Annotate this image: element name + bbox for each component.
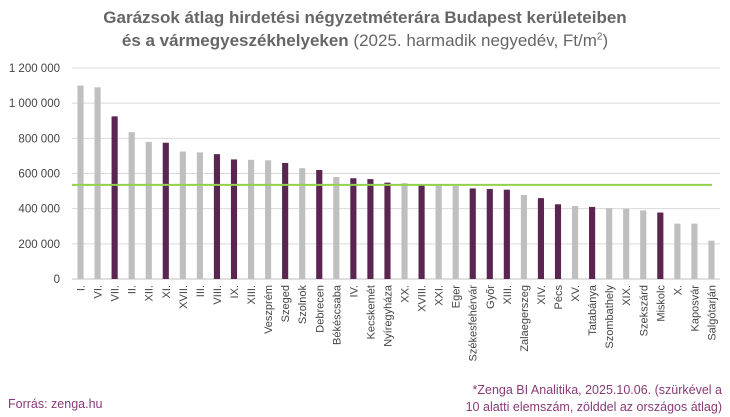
x-tick-label: Nyíregyháza: [382, 284, 394, 347]
bar: [128, 132, 135, 279]
x-tick-label: Tatabánya: [587, 284, 599, 336]
bar: [571, 206, 579, 279]
bar: [418, 184, 425, 279]
bar: [265, 160, 272, 279]
bar: [247, 159, 255, 279]
bar: [554, 204, 562, 279]
y-tick-label: 400 000: [18, 204, 60, 216]
y-tick-label: 0: [54, 274, 60, 286]
x-tick-label: Szeged: [280, 285, 292, 322]
title-subtitle: (2025. harmadik negyedév, Ft/m2): [353, 31, 609, 50]
bar: [486, 188, 493, 279]
x-tick-label: XVII.: [178, 285, 190, 309]
bar: [674, 223, 681, 279]
x-tick-label: IV.: [348, 285, 360, 297]
bar: [94, 87, 101, 279]
footnote: *Zenga BI Analitika, 2025.10.06. (szürké…: [466, 382, 722, 416]
x-tick-label: XXI.: [434, 285, 446, 306]
bar: [111, 116, 118, 280]
bar: [469, 188, 476, 279]
bar: [350, 178, 357, 279]
x-tick-label: Miskolc: [655, 285, 667, 322]
bar: [282, 162, 289, 279]
x-tick-label: Zalaegerszeg: [519, 285, 531, 352]
x-tick-label: XIV.: [536, 285, 548, 305]
x-tick-label: III.: [195, 285, 207, 297]
bar: [179, 151, 186, 279]
bar: [452, 185, 459, 279]
x-tick-label: Kecskemét: [365, 285, 377, 339]
x-tick-label: II.: [127, 285, 139, 294]
x-tick-label: XIII.: [246, 285, 258, 305]
x-tick-label: VI.: [93, 285, 105, 298]
source-text: Forrás: zenga.hu: [8, 397, 103, 411]
y-tick-label: 1 200 000: [9, 63, 60, 75]
y-tick-label: 800 000: [18, 133, 60, 145]
bar: [299, 168, 306, 279]
title-line-1: Garázsok átlag hirdetési négyzetméterára…: [103, 8, 627, 27]
x-tick-label: XVIII.: [417, 285, 429, 312]
x-tick-label: XIII.: [502, 285, 514, 305]
bar: [537, 198, 545, 279]
bar: [589, 206, 596, 279]
x-tick-label: Debrecen: [314, 285, 326, 333]
bar: [162, 142, 169, 279]
bar: [606, 208, 613, 279]
bar: [196, 152, 203, 279]
bar: [708, 240, 715, 279]
footnote-line-2: 10 alatti elemszám, zölddel az országos …: [465, 400, 722, 414]
x-tick-label: Székesfehérvár: [468, 285, 480, 362]
x-tick-label: Békéscsaba: [331, 284, 343, 345]
x-tick-label: Szekszárd: [638, 285, 650, 336]
x-tick-label: Szombathely: [604, 285, 616, 349]
x-tick-label: Szolnok: [297, 285, 309, 325]
bar: [367, 179, 374, 279]
x-tick-label: Győr: [485, 285, 497, 309]
x-tick-label: Pécs: [553, 285, 565, 310]
x-tick-label: VII.: [110, 285, 122, 302]
bar: [657, 212, 664, 279]
y-tick-label: 600 000: [18, 169, 60, 181]
y-tick-label: 200 000: [18, 239, 60, 251]
bar: [401, 183, 408, 279]
bar: [230, 159, 238, 279]
bar: [333, 177, 340, 279]
x-tick-label: Veszprém: [263, 285, 275, 334]
bar: [435, 184, 442, 279]
x-tick-label: XII.: [144, 285, 156, 302]
x-tick-label: I.: [76, 285, 88, 291]
bar: [145, 141, 152, 279]
x-tick-label: XX.: [400, 285, 412, 303]
x-tick-label: XI.: [161, 285, 173, 298]
bar: [640, 210, 647, 279]
title-line-2: és a vármegyeszékhelyeken: [121, 31, 349, 50]
footnote-line-1: *Zenga BI Analitika, 2025.10.06. (szürké…: [472, 383, 722, 397]
bar: [213, 154, 221, 279]
x-tick-label: IX.: [229, 285, 241, 298]
bar: [384, 182, 391, 279]
bar: [77, 85, 84, 279]
x-tick-label: Eger: [451, 285, 463, 309]
x-tick-label: XIX.: [621, 285, 633, 306]
bar: [691, 223, 698, 279]
x-tick-label: Kaposvár: [689, 285, 701, 332]
y-tick-label: 1 000 000: [9, 98, 60, 110]
chart-title: Garázsok átlag hirdetési négyzetméterára…: [0, 6, 730, 52]
x-tick-label: Salgótarján: [706, 285, 718, 341]
bar: [316, 169, 323, 279]
x-tick-label: X.: [672, 285, 684, 295]
x-tick-label: VIII.: [212, 285, 224, 305]
x-tick-label: XV.: [570, 285, 582, 302]
bar: [503, 189, 510, 279]
bar: [520, 194, 527, 279]
bar: [623, 208, 630, 279]
